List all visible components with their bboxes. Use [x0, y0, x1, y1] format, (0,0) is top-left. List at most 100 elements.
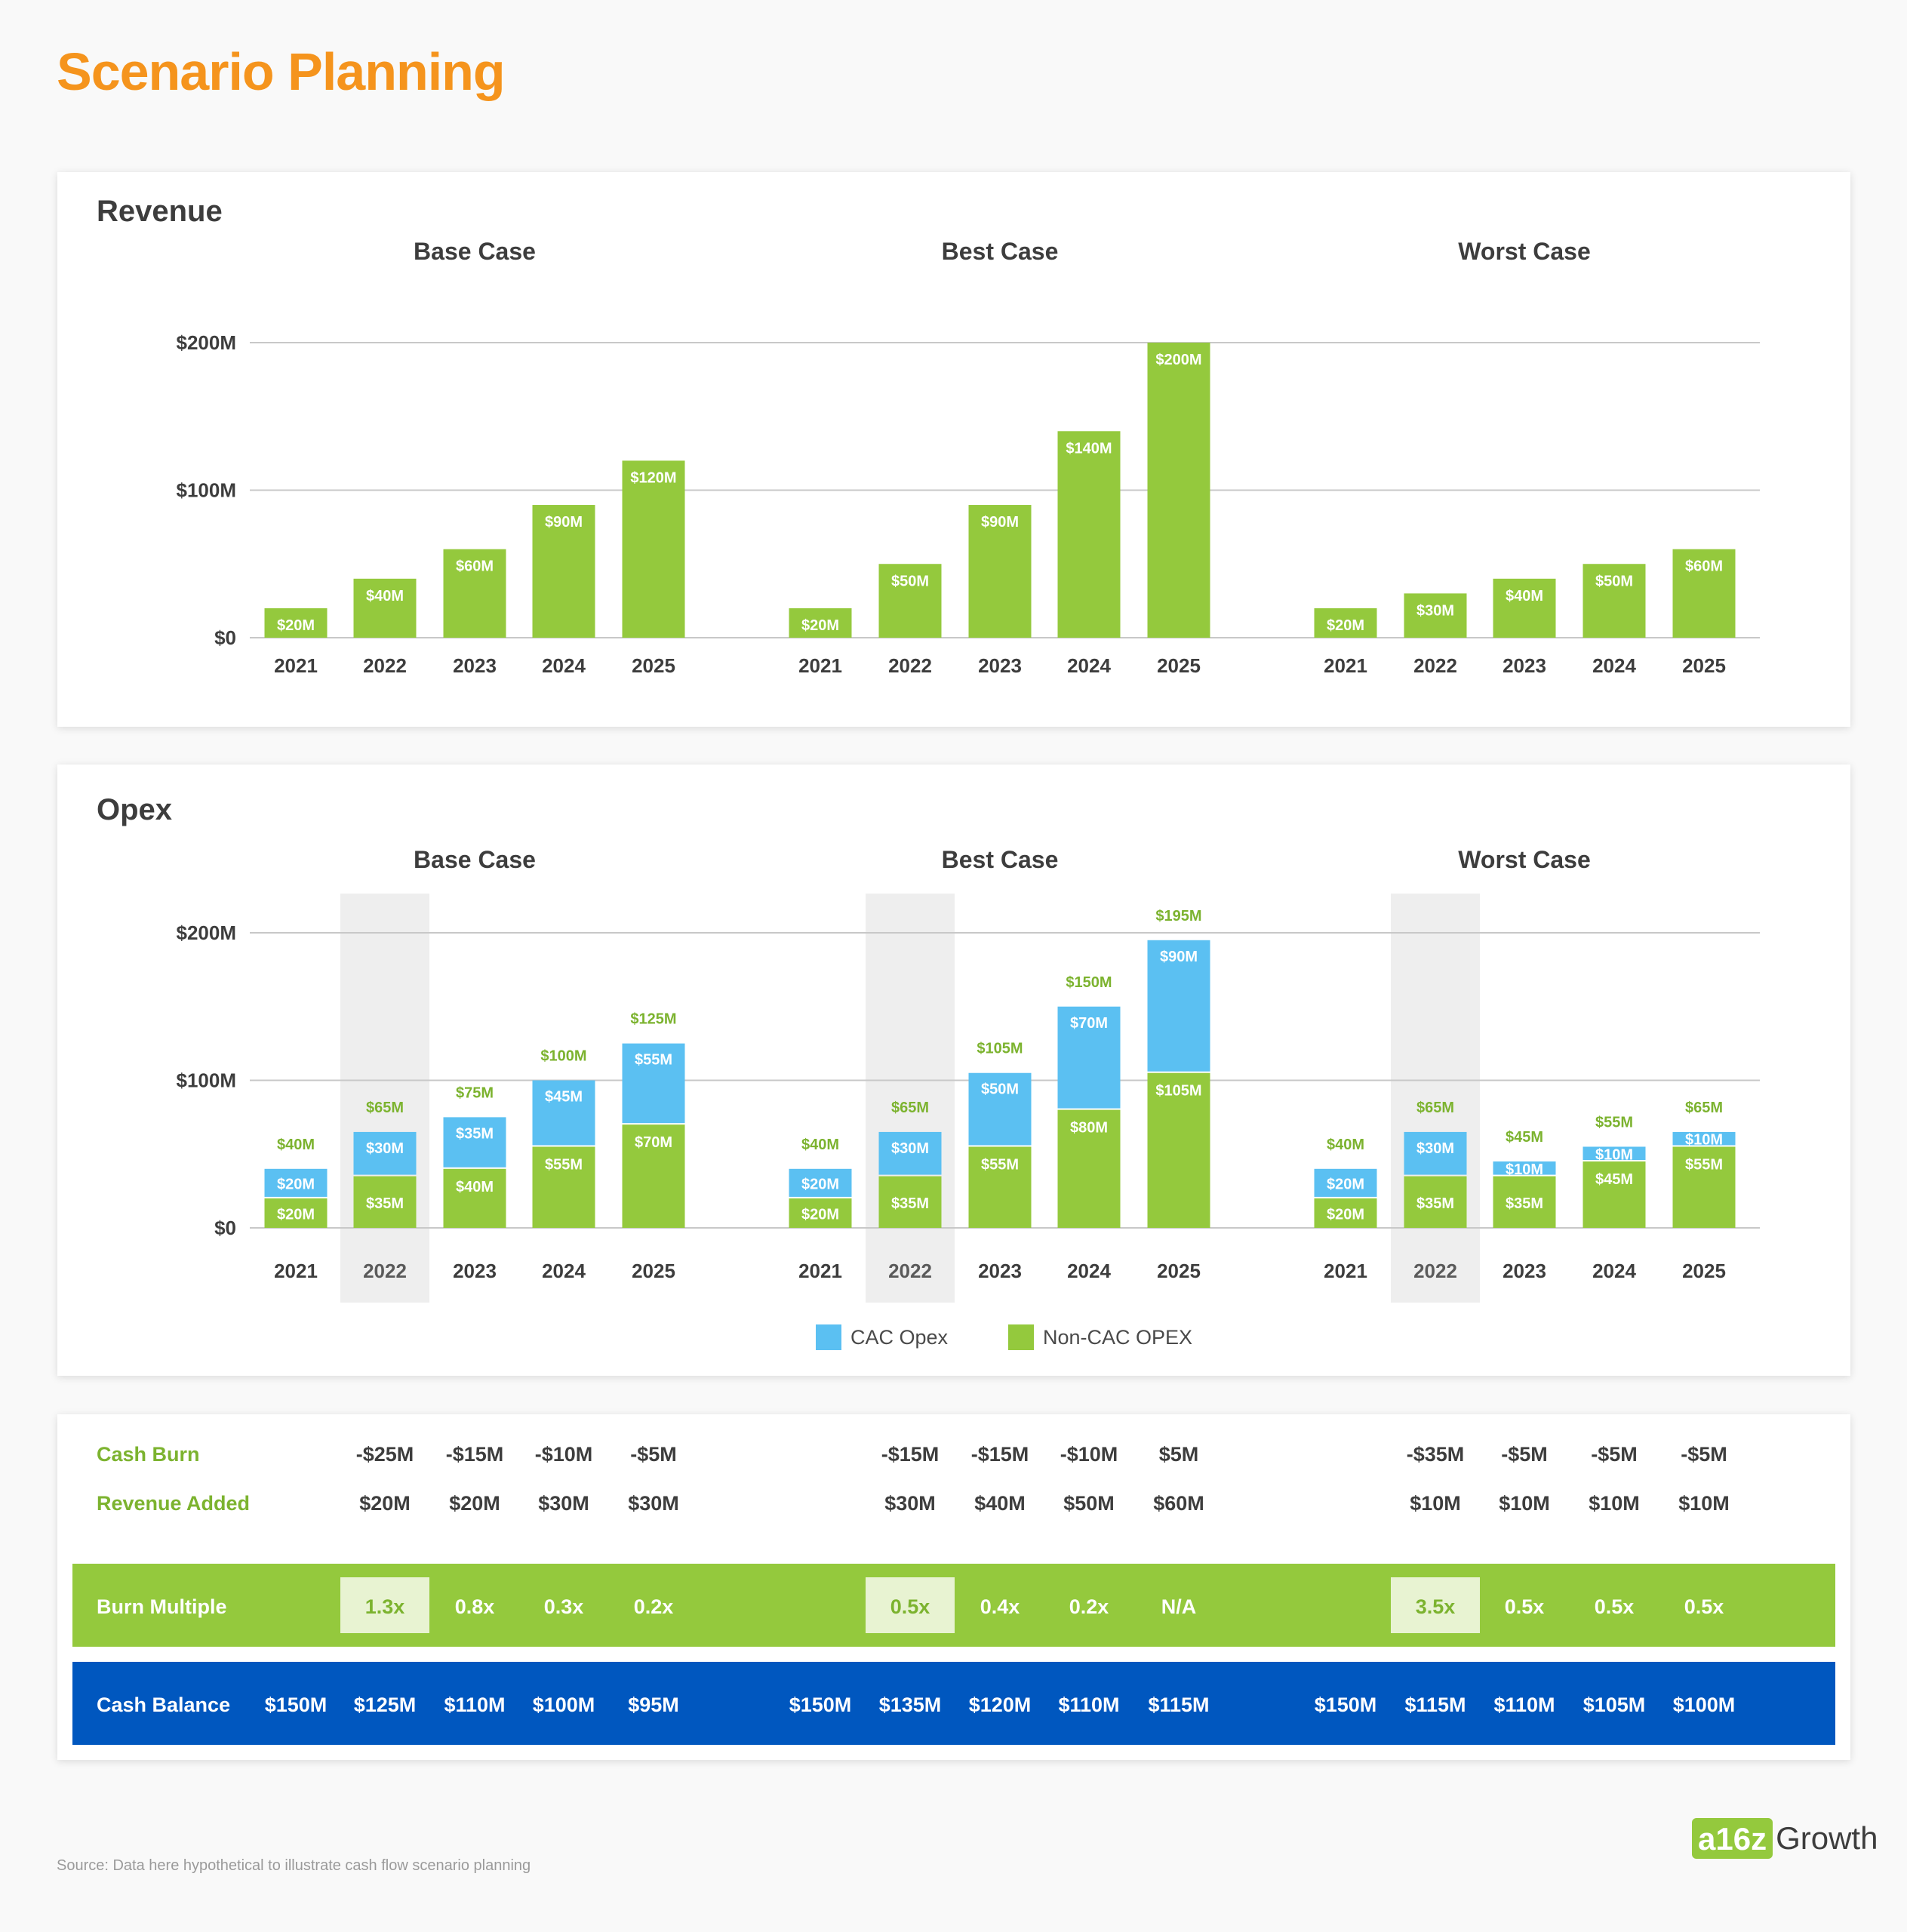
- cash-burn-cell: $5M: [1158, 1443, 1199, 1466]
- revenue-x-tick: 2021: [1324, 654, 1367, 677]
- opex-cac-bar: [1493, 1161, 1556, 1175]
- cash-burn-cell: -$15M: [970, 1443, 1029, 1466]
- opex-noncac-bar: [353, 1176, 417, 1228]
- revenue-bar-label: $20M: [801, 617, 839, 634]
- revenue-panel-title: Best Case: [942, 238, 1059, 265]
- opex-total-label: $40M: [1327, 1137, 1364, 1153]
- cash-balance-cell: $150M: [1314, 1694, 1377, 1716]
- opex-panel-title: Base Case: [414, 846, 536, 873]
- cash-balance-cell: $100M: [532, 1694, 595, 1716]
- opex-total-label: $105M: [977, 1041, 1023, 1057]
- revenue-added-cell: $20M: [449, 1492, 500, 1515]
- opex-noncac-label: $40M: [456, 1179, 494, 1195]
- revenue-x-tick: 2022: [888, 654, 932, 677]
- cash-balance-cell: $125M: [353, 1694, 417, 1716]
- revenue-bar-label: $50M: [891, 573, 929, 589]
- opex-noncac-bar: [1493, 1176, 1556, 1228]
- revenue-panel-title: Base Case: [414, 238, 536, 265]
- burn-multiple-cell: 0.5x: [1504, 1595, 1545, 1618]
- opex-y-tick: $200M: [177, 921, 237, 944]
- opex-x-tick: 2024: [542, 1260, 586, 1282]
- revenue-bar-label: $90M: [981, 514, 1019, 531]
- opex-highlight-column: [1391, 894, 1480, 1303]
- legend-label-non-cac: Non-CAC OPEX: [1043, 1325, 1193, 1349]
- opex-noncac-bar: [1147, 1072, 1210, 1228]
- opex-cac-bar: [264, 1168, 328, 1197]
- opex-cac-label: $55M: [635, 1052, 672, 1069]
- opex-noncac-bar: [1404, 1176, 1467, 1228]
- burn-multiple-cell: N/A: [1161, 1595, 1197, 1618]
- cash-balance-cell: $105M: [1583, 1694, 1646, 1716]
- opex-panel-title: Best Case: [942, 846, 1059, 873]
- opex-cac-bar: [532, 1080, 595, 1146]
- opex-noncac-bar: [1314, 1198, 1377, 1228]
- burn-multiple-cell: 0.3x: [543, 1595, 584, 1618]
- revenue-bar: [443, 549, 506, 638]
- revenue-chart-title: Revenue: [97, 195, 223, 228]
- opex-cac-label: $50M: [981, 1081, 1019, 1098]
- burn-multiple-cell: 1.3x: [364, 1595, 405, 1618]
- opex-noncac-label: $35M: [1416, 1195, 1454, 1212]
- revenue-added-cell: $30M: [628, 1492, 679, 1515]
- opex-x-tick: 2022: [888, 1260, 932, 1282]
- cash-balance-cell: $115M: [1404, 1694, 1466, 1716]
- opex-noncac-label: $35M: [1506, 1195, 1543, 1212]
- revenue-added-cell: $30M: [884, 1492, 936, 1515]
- opex-noncac-bar: [1057, 1109, 1121, 1228]
- revenue-bar-label: $50M: [1595, 573, 1633, 589]
- opex-noncac-label: $55M: [1685, 1156, 1723, 1173]
- revenue-bar: [1672, 549, 1736, 638]
- legend-item-non-cac-opex: Non-CAC OPEX: [1008, 1324, 1192, 1350]
- opex-noncac-label: $45M: [1595, 1171, 1633, 1188]
- cash-burn-cell: -$5M: [1501, 1443, 1548, 1466]
- revenue-x-tick: 2023: [978, 654, 1022, 677]
- legend-label-cac: CAC Opex: [850, 1325, 949, 1349]
- opex-cac-bar: [443, 1117, 506, 1168]
- opex-total-label: $195M: [1155, 908, 1201, 924]
- opex-cac-label: $20M: [277, 1176, 315, 1192]
- revenue-bar: [789, 608, 852, 638]
- revenue-bar-label: $60M: [1685, 558, 1723, 575]
- opex-noncac-label: $20M: [801, 1206, 839, 1223]
- opex-noncac-bar: [1672, 1146, 1736, 1228]
- opex-noncac-bar: [1583, 1161, 1646, 1228]
- opex-noncac-label: $105M: [1155, 1083, 1201, 1100]
- opex-chart: $0 $100M $200M Base Case $20M $20M $40M 2021 $35…: [177, 846, 1760, 1303]
- opex-x-tick: 2023: [1503, 1260, 1546, 1282]
- opex-cac-label: $70M: [1070, 1015, 1108, 1032]
- opex-cac-label: $20M: [1327, 1176, 1364, 1192]
- cash-burn-cell: -$25M: [355, 1443, 414, 1466]
- opex-cac-bar: [1314, 1168, 1377, 1197]
- revenue-bar: [1057, 431, 1121, 638]
- burn-multiple-cell: 0.2x: [633, 1595, 674, 1618]
- cash-balance-cell: $150M: [264, 1694, 328, 1716]
- opex-noncac-bar: [878, 1176, 942, 1228]
- opex-panel-title: Worst Case: [1458, 846, 1590, 873]
- opex-noncac-bar: [532, 1146, 595, 1228]
- cash-balance-cell: $115M: [1148, 1694, 1210, 1716]
- opex-noncac-label: $20M: [277, 1206, 315, 1223]
- revenue-x-tick: 2024: [1592, 654, 1636, 677]
- opex-y-tick: $100M: [177, 1069, 237, 1092]
- revenue-bar-label: $140M: [1066, 440, 1112, 457]
- revenue-bar-label: $120M: [630, 469, 676, 486]
- opex-total-label: $65M: [1685, 1100, 1723, 1116]
- opex-cac-label: $10M: [1685, 1132, 1723, 1149]
- revenue-x-tick: 2023: [1503, 654, 1546, 677]
- revenue-x-tick: 2021: [798, 654, 842, 677]
- opex-x-tick: 2022: [363, 1260, 407, 1282]
- opex-cac-label: $45M: [545, 1089, 583, 1106]
- opex-total-label: $65M: [366, 1100, 404, 1116]
- cash-balance-cell: $150M: [789, 1694, 852, 1716]
- opex-cac-bar: [1583, 1146, 1646, 1161]
- revenue-x-tick: 2025: [1682, 654, 1726, 677]
- opex-cac-bar: [1147, 940, 1210, 1072]
- burn-multiple-cell: 0.2x: [1069, 1595, 1109, 1618]
- revenue-bar: [1314, 608, 1377, 638]
- revenue-bar: [353, 578, 417, 638]
- opex-cac-bar: [1672, 1131, 1736, 1146]
- opex-cac-label: $10M: [1595, 1146, 1633, 1163]
- opex-total-label: $125M: [630, 1011, 676, 1028]
- burn-multiple-highlight: [340, 1577, 429, 1633]
- revenue-x-tick: 2025: [632, 654, 675, 677]
